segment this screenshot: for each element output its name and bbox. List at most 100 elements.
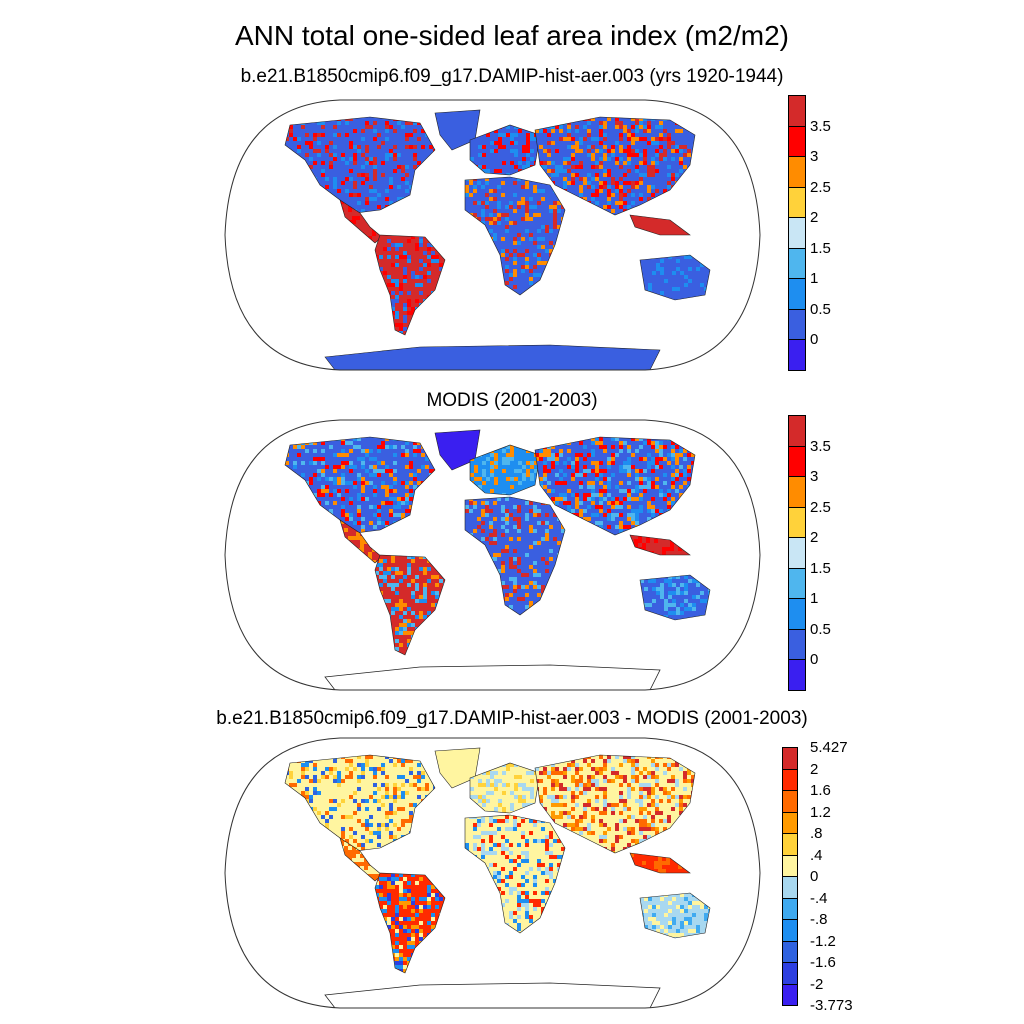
- modis-colorbar-tick-label: 2: [810, 529, 819, 546]
- map-outline: [224, 737, 761, 1009]
- model-colorbar-tick-label: 0.5: [810, 300, 831, 318]
- europe-coastline: [469, 762, 541, 814]
- model-colorbar-swatch: [788, 125, 806, 157]
- modis-colorbar-swatch: [788, 567, 806, 599]
- asia-coastline: [534, 436, 696, 536]
- samerica-coastline: [374, 872, 446, 974]
- modis-colorbar-tick-label: 3: [810, 468, 819, 485]
- diff-colorbar-swatch: [782, 768, 798, 791]
- model-lai-colorbar: 0 0.5 1 1.5 2 2.5 3 3.5: [788, 95, 858, 371]
- model-colorbar-swatch: [788, 156, 806, 188]
- antarctica-coastline: [324, 344, 661, 370]
- model-colorbar-swatch: [788, 186, 806, 218]
- diff-colorbar-swatch: [782, 876, 798, 899]
- modis-colorbar-tick-label: 1: [810, 590, 819, 607]
- antarctica-region: [324, 664, 661, 690]
- modis-colorbar-swatch: [788, 537, 806, 569]
- model-colorbar-tick-label: 0: [810, 331, 819, 348]
- model-colorbar-tick-label: 2.5: [810, 178, 831, 196]
- diff-colorbar-tick-label: .4: [810, 846, 823, 864]
- seasia-coastline: [629, 852, 691, 874]
- modis-lai-map: [224, 419, 761, 691]
- model-colorbar-tick-label: 1.5: [810, 239, 831, 257]
- namerica-coastline: [284, 116, 436, 214]
- africa-coastline: [464, 814, 566, 934]
- difference-lai-colorbar: 5.427 2 1.6 1.2 .8 .4 0 -.4 -.8 -1.2 -1.6 -2 -3.773: [782, 740, 853, 1013]
- diff-colorbar-tick-label: -.8: [810, 911, 828, 928]
- model-colorbar-swatch: [788, 308, 806, 340]
- modis-colorbar-tick-label: 0.5: [810, 620, 831, 638]
- namerica-coastline: [284, 754, 436, 852]
- australia-coastline: [639, 892, 711, 939]
- asia-coastline: [534, 116, 696, 216]
- diff-colorbar-swatch: [782, 854, 798, 877]
- diff-colorbar-tick-label: -2: [810, 975, 824, 993]
- europe-coastline: [469, 124, 541, 176]
- panel-1-subtitle: b.e21.B1850cmip6.f09_g17.DAMIP-hist-aer.…: [240, 66, 784, 87]
- europe-coastline: [469, 444, 541, 496]
- diff-colorbar-swatch: [782, 747, 798, 770]
- australia-pattern: [640, 255, 710, 300]
- greenland-coastline: [434, 109, 481, 151]
- diff-colorbar-tick-label: -.4: [810, 889, 828, 907]
- model-colorbar-swatch: [788, 339, 806, 371]
- samerica-coastline: [374, 554, 446, 656]
- diff-colorbar-swatch: [782, 790, 798, 813]
- model-colorbar-swatch: [788, 217, 806, 249]
- map-land-layer: [284, 747, 711, 1008]
- model-colorbar-swatch: [788, 95, 806, 127]
- asia-coastline: [534, 754, 696, 854]
- australia-coastline: [639, 254, 711, 301]
- australia-coastline: [639, 574, 711, 621]
- modis-colorbar-tick-label: 1.5: [810, 559, 831, 577]
- panel-3-subtitle: b.e21.B1850cmip6.f09_g17.DAMIP-hist-aer.…: [216, 708, 808, 729]
- diff-colorbar-swatch: [782, 811, 798, 834]
- difference-lai-map: [224, 737, 761, 1009]
- modis-lai-colorbar: 0 0.5 1 1.5 2 2.5 3 3.5: [788, 415, 858, 691]
- modis-colorbar-tick-label: 0: [810, 651, 819, 668]
- map-outline: [224, 99, 761, 371]
- modis-colorbar-swatch: [788, 445, 806, 477]
- diff-colorbar-swatch: [782, 983, 798, 1006]
- model-lai-map: [224, 99, 761, 371]
- diff-colorbar-tick-label: -1.6: [810, 954, 836, 971]
- modis-colorbar-swatch: [788, 476, 806, 508]
- map-outline: [224, 419, 761, 691]
- model-colorbar-swatch: [788, 278, 806, 310]
- model-colorbar-tick-label: 1: [810, 270, 819, 287]
- diff-colorbar-tick-label: 1.2: [810, 803, 831, 821]
- africa-coastline: [464, 496, 566, 616]
- modis-colorbar-swatch: [788, 598, 806, 630]
- diff-colorbar-swatch: [782, 919, 798, 942]
- seasia-coastline: [629, 214, 691, 236]
- model-colorbar-tick-label: 3: [810, 148, 819, 165]
- seasia-coastline: [629, 534, 691, 556]
- australia-pattern: [640, 893, 710, 938]
- model-colorbar-swatch: [788, 247, 806, 279]
- modis-colorbar-swatch: [788, 506, 806, 538]
- samerica-coastline: [374, 234, 446, 336]
- diff-colorbar-swatch: [782, 940, 798, 963]
- greenland-coastline: [434, 429, 481, 471]
- diff-colorbar-swatch: [782, 897, 798, 920]
- greenland-coastline: [434, 747, 481, 789]
- modis-colorbar-tick-label: 3.5: [810, 437, 831, 455]
- diff-colorbar-tick-label: -1.2: [810, 932, 836, 950]
- diff-colorbar-swatch: [782, 962, 798, 985]
- africa-coastline: [464, 176, 566, 296]
- model-colorbar-tick-label: 3.5: [810, 117, 831, 135]
- diff-colorbar-tick-label: 2: [810, 760, 819, 778]
- diff-colorbar-tick-label: 0: [810, 868, 819, 885]
- diff-colorbar-tick-label: 5.427: [810, 739, 848, 756]
- modis-colorbar-swatch: [788, 415, 806, 447]
- diff-colorbar-swatch: [782, 833, 798, 856]
- modis-colorbar-swatch: [788, 659, 806, 691]
- namerica-coastline: [284, 436, 436, 534]
- figure-title: ANN total one-sided leaf area index (m2/…: [234, 20, 790, 51]
- modis-colorbar-tick-label: 2.5: [810, 498, 831, 516]
- modis-colorbar-swatch: [788, 628, 806, 660]
- model-colorbar-tick-label: 2: [810, 209, 819, 226]
- panel-2-subtitle: MODIS (2001-2003): [426, 390, 598, 411]
- diff-colorbar-tick-label: 1.6: [810, 782, 831, 799]
- diff-colorbar-tick-label: .8: [810, 825, 823, 842]
